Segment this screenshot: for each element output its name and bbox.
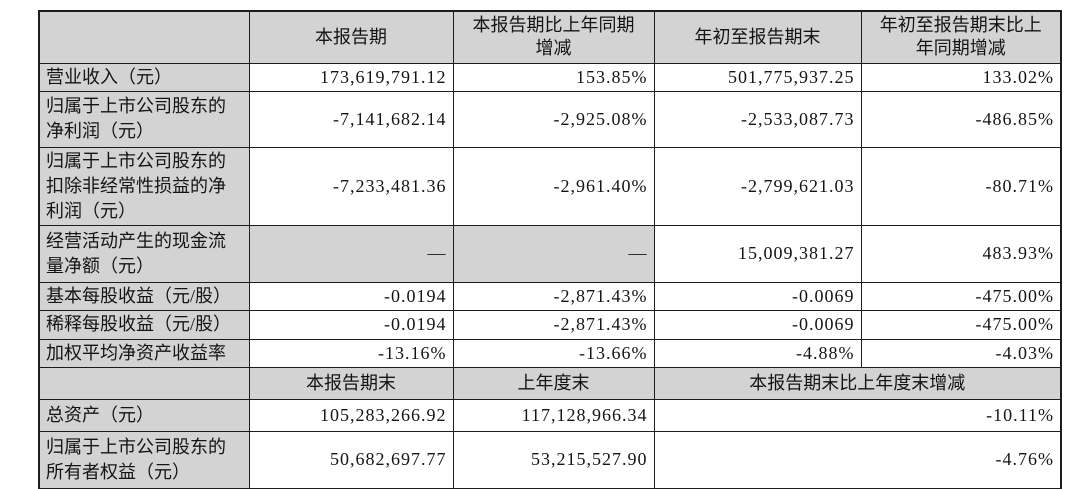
table-row-weighted-roe: 加权平均净资产收益率 -13.16% -13.66% -4.88% -4.03%: [38, 338, 1062, 368]
value-cell: 501,775,937.25: [653, 62, 862, 92]
value-cell-na: —: [452, 224, 655, 283]
column-header-ytd-yoy-change: 年初至报告期末比上 年同期增减: [860, 10, 1062, 64]
value-cell: -13.66%: [452, 338, 655, 368]
value-cell: -2,533,087.73: [653, 90, 862, 148]
value-cell-na: —: [248, 224, 454, 283]
table-row-revenue: 营业收入（元） 173,619,791.12 153.85% 501,775,9…: [38, 62, 1062, 92]
subheader-change-vs-year-end: 本报告期末比上年度末增减: [653, 366, 1062, 400]
column-header-current-period: 本报告期: [248, 10, 454, 64]
value-cell: -0.0194: [248, 309, 454, 340]
value-cell: 105,283,266.92: [248, 398, 454, 432]
row-label: 稀释每股收益（元/股）: [38, 309, 250, 340]
value-cell: -4.76%: [653, 430, 1062, 489]
value-cell: -0.0069: [653, 309, 862, 340]
table-header-row: 本报告期 本报告期比上年同期 增减 年初至报告期末 年初至报告期末比上 年同期增…: [38, 10, 1062, 64]
subheader-period-end: 本报告期末: [248, 366, 454, 400]
table-row-net-profit-excl-nonrecurring: 归属于上市公司股东的扣除非经常性损益的净利润（元） -7,233,481.36 …: [38, 146, 1062, 226]
value-cell: 173,619,791.12: [248, 62, 454, 92]
row-label: 经营活动产生的现金流量净额（元）: [38, 224, 250, 283]
value-cell: -475.00%: [860, 281, 1062, 311]
value-cell: -2,871.43%: [452, 281, 655, 311]
subheader-empty: [38, 366, 250, 400]
value-cell: -2,925.08%: [452, 90, 655, 148]
value-cell: 50,682,697.77: [248, 430, 454, 489]
value-cell: -2,799,621.03: [653, 146, 862, 226]
value-cell: -7,233,481.36: [248, 146, 454, 226]
row-label: 总资产（元）: [38, 398, 250, 432]
row-label: 归属于上市公司股东的扣除非经常性损益的净利润（元）: [38, 146, 250, 226]
value-cell: 483.93%: [860, 224, 1062, 283]
value-cell: -13.16%: [248, 338, 454, 368]
value-cell: -80.71%: [860, 146, 1062, 226]
row-label: 归属于上市公司股东的净利润（元）: [38, 90, 250, 148]
quarterly-financials-table: 本报告期 本报告期比上年同期 增减 年初至报告期末 年初至报告期末比上 年同期增…: [38, 10, 1062, 489]
row-label: 基本每股收益（元/股）: [38, 281, 250, 311]
table-row-basic-eps: 基本每股收益（元/股） -0.0194 -2,871.43% -0.0069 -…: [38, 281, 1062, 311]
table-row-operating-cash-flow: 经营活动产生的现金流量净额（元） — — 15,009,381.27 483.9…: [38, 224, 1062, 283]
row-label: 归属于上市公司股东的所有者权益（元）: [38, 430, 250, 489]
value-cell: 153.85%: [452, 62, 655, 92]
value-cell: -475.00%: [860, 309, 1062, 340]
value-cell: 15,009,381.27: [653, 224, 862, 283]
column-header-empty: [38, 10, 250, 64]
table-row-net-profit: 归属于上市公司股东的净利润（元） -7,141,682.14 -2,925.08…: [38, 90, 1062, 148]
value-cell: 133.02%: [860, 62, 1062, 92]
value-cell: -0.0194: [248, 281, 454, 311]
value-cell: -4.88%: [653, 338, 862, 368]
table-row-diluted-eps: 稀释每股收益（元/股） -0.0194 -2,871.43% -0.0069 -…: [38, 309, 1062, 340]
table-row-owners-equity: 归属于上市公司股东的所有者权益（元） 50,682,697.77 53,215,…: [38, 430, 1062, 489]
value-cell: -2,871.43%: [452, 309, 655, 340]
value-cell: 117,128,966.34: [452, 398, 655, 432]
subheader-prior-year-end: 上年度末: [452, 366, 655, 400]
row-label: 营业收入（元）: [38, 62, 250, 92]
value-cell: -7,141,682.14: [248, 90, 454, 148]
column-header-yoy-change: 本报告期比上年同期 增减: [452, 10, 655, 64]
value-cell: -486.85%: [860, 90, 1062, 148]
table-row-total-assets: 总资产（元） 105,283,266.92 117,128,966.34 -10…: [38, 398, 1062, 432]
column-header-ytd: 年初至报告期末: [653, 10, 862, 64]
value-cell: -2,961.40%: [452, 146, 655, 226]
value-cell: -4.03%: [860, 338, 1062, 368]
value-cell: -10.11%: [653, 398, 1062, 432]
value-cell: 53,215,527.90: [452, 430, 655, 489]
row-label: 加权平均净资产收益率: [38, 338, 250, 368]
table-subheader-row: 本报告期末 上年度末 本报告期末比上年度末增减: [38, 366, 1062, 400]
value-cell: -0.0069: [653, 281, 862, 311]
